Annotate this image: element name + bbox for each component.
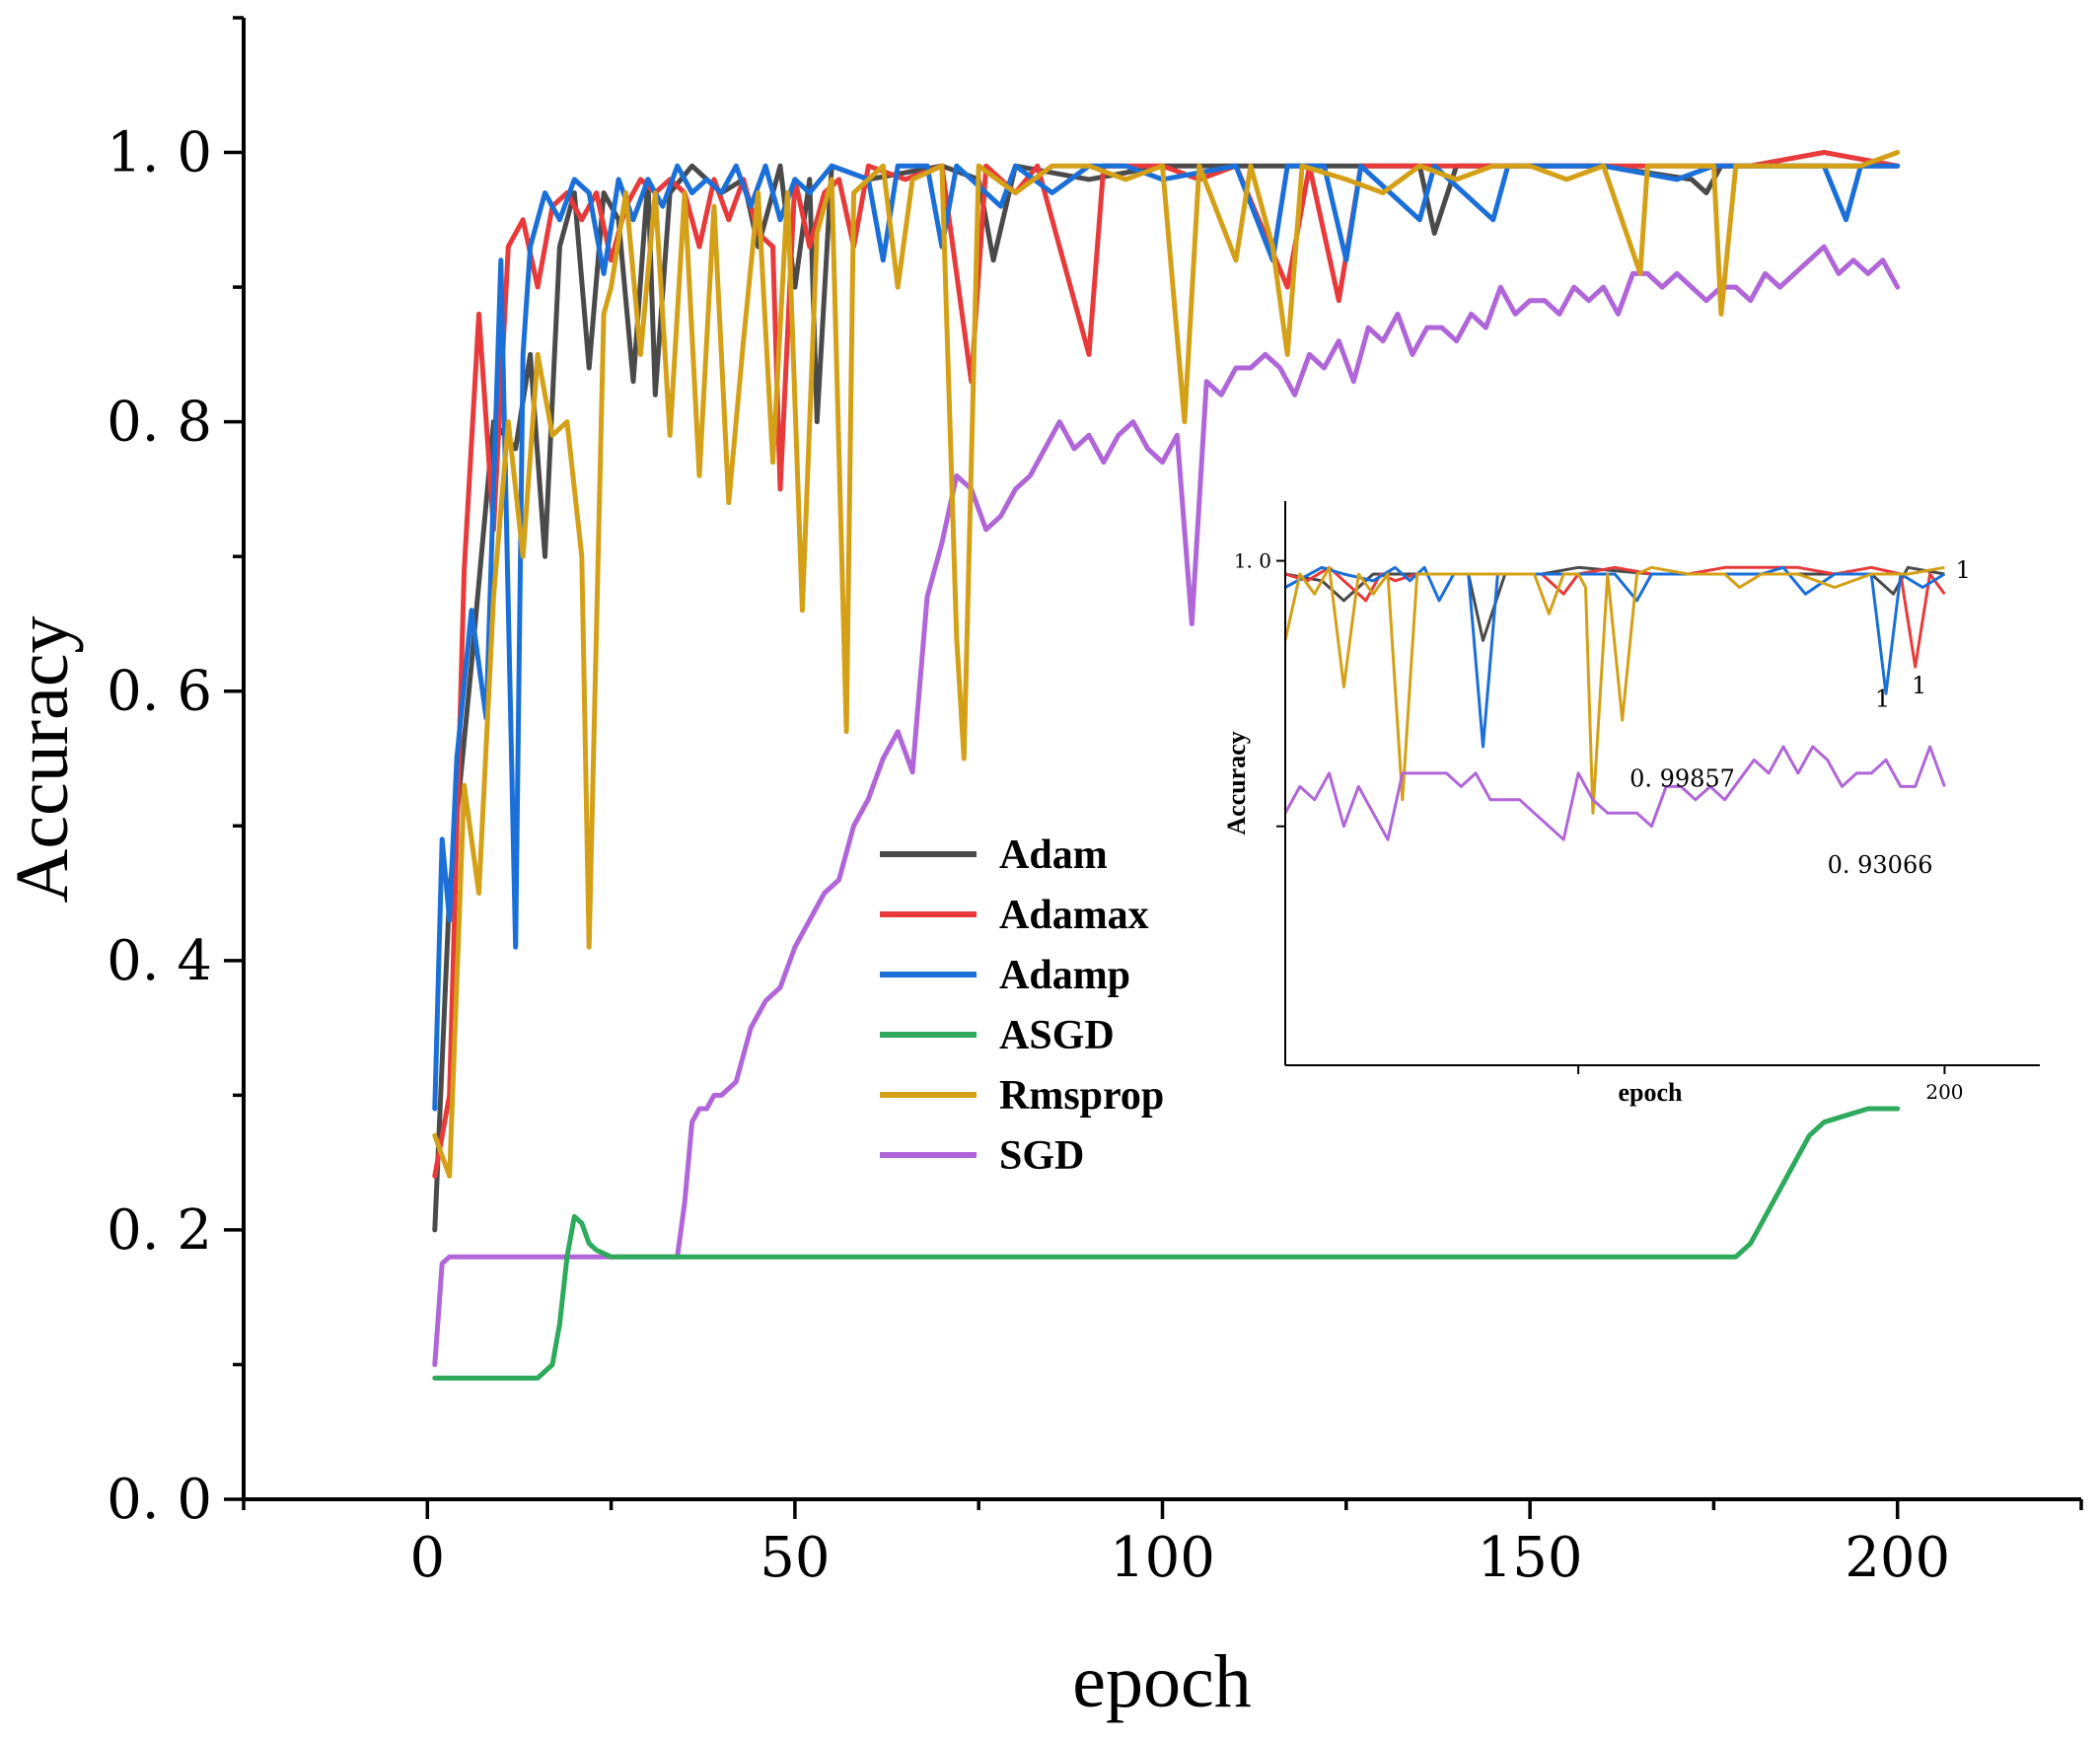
inset-annotation-0: 1 xyxy=(1956,556,1971,584)
inset-x-tick-label-200: 200 xyxy=(1925,1080,1963,1104)
series-layer xyxy=(432,150,1901,1381)
x-tick-label-200: 200 xyxy=(1845,1526,1950,1590)
inset-series-layer xyxy=(1283,565,1946,841)
y-axis-ticks: 0. 0 0. 2 0. 4 0. 6 0. 8 1. 0 xyxy=(107,16,244,1532)
main-plot-area: 0 50 100 150 200 0. 0 0. 2 0. 4 0. 6 0. 8 1. 0 ep… xyxy=(1,16,2083,1723)
y-tick-label-0: 0. 0 xyxy=(107,1468,212,1532)
series-line-rmsprop xyxy=(432,150,1901,1179)
legend-label-sgd: SGD xyxy=(999,1133,1084,1179)
legend-label-adamax: Adamax xyxy=(999,893,1149,938)
inset-series-line-sgd xyxy=(1283,745,1946,841)
y-axis-title: Accuracy xyxy=(1,615,84,903)
inset-annotation-1: 1 xyxy=(1875,686,1890,713)
x-tick-label-50: 50 xyxy=(760,1526,830,1590)
x-tick-label-0: 0 xyxy=(409,1526,445,1590)
legend-label-asgd: ASGD xyxy=(999,1013,1115,1058)
inset-annotation-4: 0. 93066 xyxy=(1828,851,1933,879)
x-axis-title: epoch xyxy=(1072,1640,1251,1723)
inset-background xyxy=(1282,498,2042,1080)
inset-series-line-rmsprop xyxy=(1283,565,1945,815)
legend-label-rmsprop: Rmsprop xyxy=(999,1073,1164,1119)
x-tick-label-150: 150 xyxy=(1478,1526,1583,1590)
y-tick-label-3: 0. 6 xyxy=(107,660,212,724)
inset-series-line-adamax xyxy=(1284,565,1946,669)
series-line-adam xyxy=(432,163,1901,1233)
y-tick-label-1: 0. 2 xyxy=(107,1198,212,1263)
series-line-asgd xyxy=(432,1106,1901,1381)
y-tick-label-5: 1. 0 xyxy=(107,121,212,185)
legend-label-adam: Adam xyxy=(999,832,1108,878)
series-line-sgd xyxy=(432,244,1901,1367)
x-tick-label-100: 100 xyxy=(1110,1526,1215,1590)
y-tick-label-2: 0. 4 xyxy=(107,929,212,993)
y-tick-label-4: 0. 8 xyxy=(107,391,212,455)
inset-annotation-2: 1 xyxy=(1912,672,1926,699)
legend: Adam Adamax Adamp ASGD Rmsprop SGD xyxy=(880,832,1164,1179)
x-axis-ticks: 0 50 100 150 200 xyxy=(242,1499,2083,1590)
series-line-adamax xyxy=(432,150,1901,1179)
inset-y-tick-label-1: 1. 0 xyxy=(1234,549,1271,573)
inset-y-axis-title: Accuracy xyxy=(1222,731,1251,834)
legend-label-adamp: Adamp xyxy=(999,953,1130,998)
inset-annotation-3: 0. 99857 xyxy=(1629,764,1735,792)
inset-ticks: 200 1. 0 xyxy=(1234,549,1964,1104)
inset-x-axis-title: epoch xyxy=(1619,1078,1684,1107)
